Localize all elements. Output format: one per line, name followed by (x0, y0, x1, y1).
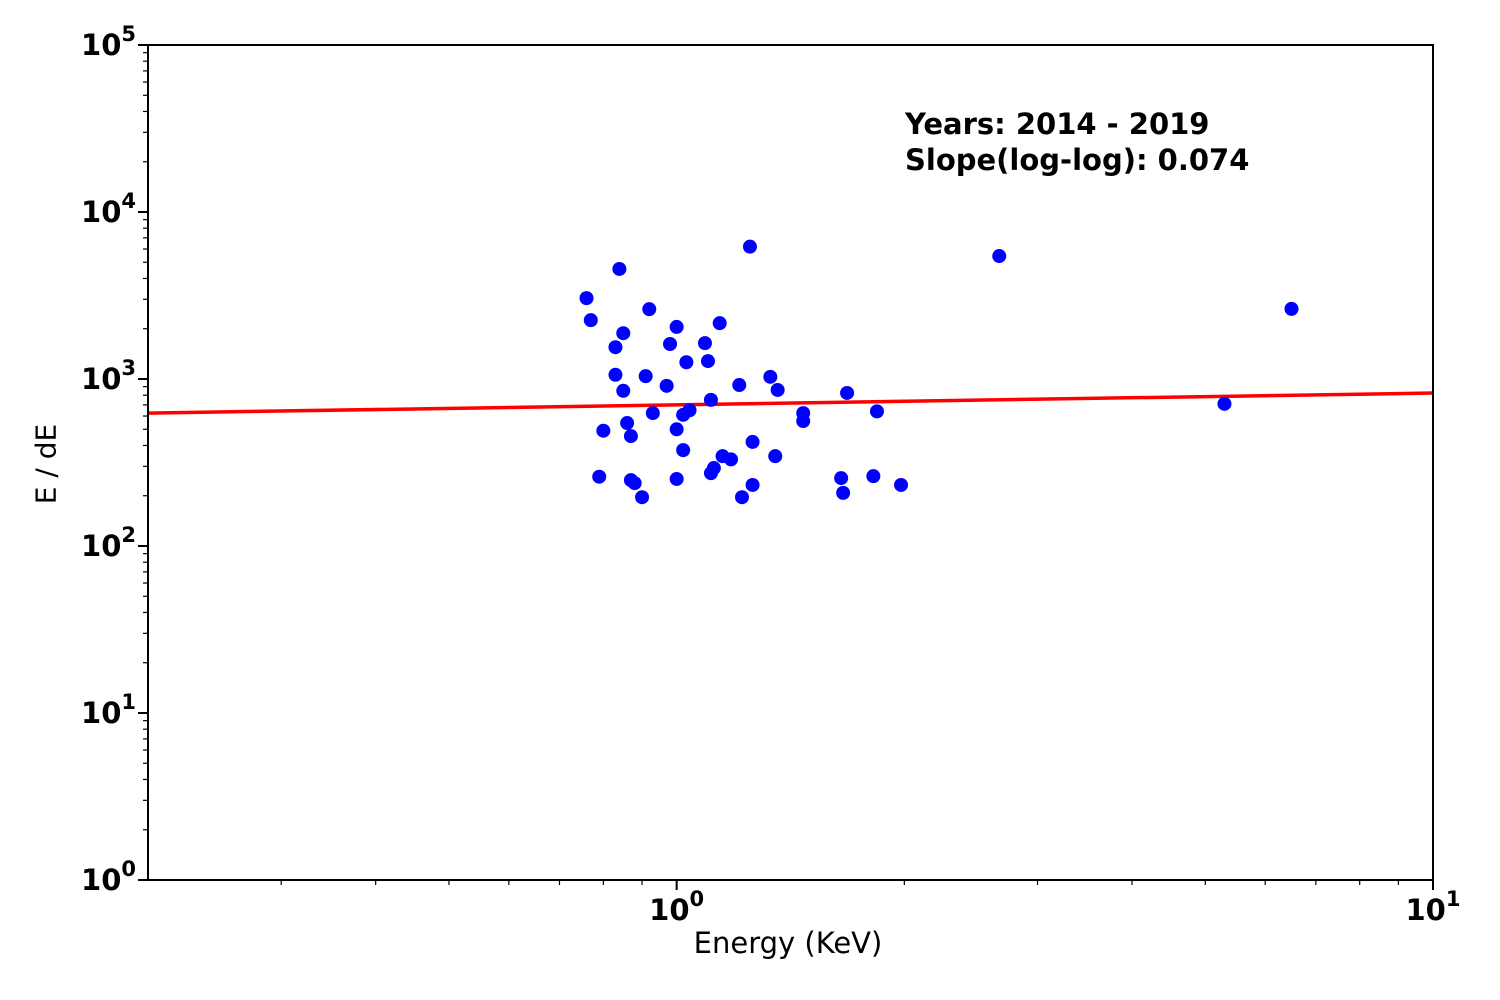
data-point (703, 466, 718, 481)
data-point (869, 404, 884, 419)
data-point (620, 416, 635, 431)
data-point (623, 429, 638, 444)
data-point (745, 434, 760, 449)
y-axis-label: E / dE (29, 423, 63, 505)
data-point (745, 477, 760, 492)
data-point (732, 378, 747, 393)
data-point (669, 422, 684, 437)
y-tick-label: 102 (81, 523, 136, 563)
data-point (642, 302, 657, 317)
data-point (627, 476, 642, 491)
data-point (724, 452, 739, 467)
data-point (676, 407, 691, 422)
data-point (697, 336, 712, 351)
data-point (700, 354, 715, 369)
data-point (579, 291, 594, 306)
annotation-slope: Slope(log-log): 0.074 (905, 143, 1250, 177)
data-point (592, 469, 607, 484)
data-point (663, 337, 678, 352)
data-point (770, 382, 785, 397)
data-point (840, 385, 855, 400)
data-point (834, 471, 849, 486)
data-point (608, 340, 623, 355)
data-point (992, 249, 1007, 264)
data-point (796, 414, 811, 429)
data-point (1217, 396, 1232, 411)
data-point (703, 392, 718, 407)
data-point (676, 443, 691, 458)
data-point (612, 261, 627, 276)
y-tick-label: 104 (81, 189, 136, 229)
data-point (742, 239, 757, 254)
x-tick-label: 101 (1406, 887, 1461, 927)
data-point (616, 326, 631, 341)
y-tick-label: 101 (81, 690, 136, 730)
fit-line (147, 391, 1434, 415)
data-point (616, 383, 631, 398)
data-point (669, 319, 684, 334)
data-point (583, 313, 598, 328)
data-point (763, 369, 778, 384)
annotation-box: Years: 2014 - 2019 Slope(log-log): 0.074 (905, 106, 1249, 178)
data-point (768, 449, 783, 464)
data-point (645, 406, 660, 421)
annotation-years: Years: 2014 - 2019 (905, 107, 1210, 141)
plot-frame (147, 44, 1434, 881)
data-point (734, 490, 749, 505)
data-point (679, 355, 694, 370)
y-tick-label: 100 (81, 857, 136, 897)
data-point (635, 490, 650, 505)
data-point (608, 367, 623, 382)
data-point (866, 469, 881, 484)
x-tick-label: 100 (649, 887, 704, 927)
y-tick-label: 103 (81, 356, 136, 396)
y-tick-label: 105 (81, 22, 136, 62)
data-point (894, 477, 909, 492)
x-axis-label: Energy (KeV) (693, 926, 883, 960)
data-point (669, 471, 684, 486)
data-point (659, 378, 674, 393)
data-point (1284, 301, 1299, 316)
data-point (836, 485, 851, 500)
data-point (638, 369, 653, 384)
data-point (596, 423, 611, 438)
data-point (712, 316, 727, 331)
